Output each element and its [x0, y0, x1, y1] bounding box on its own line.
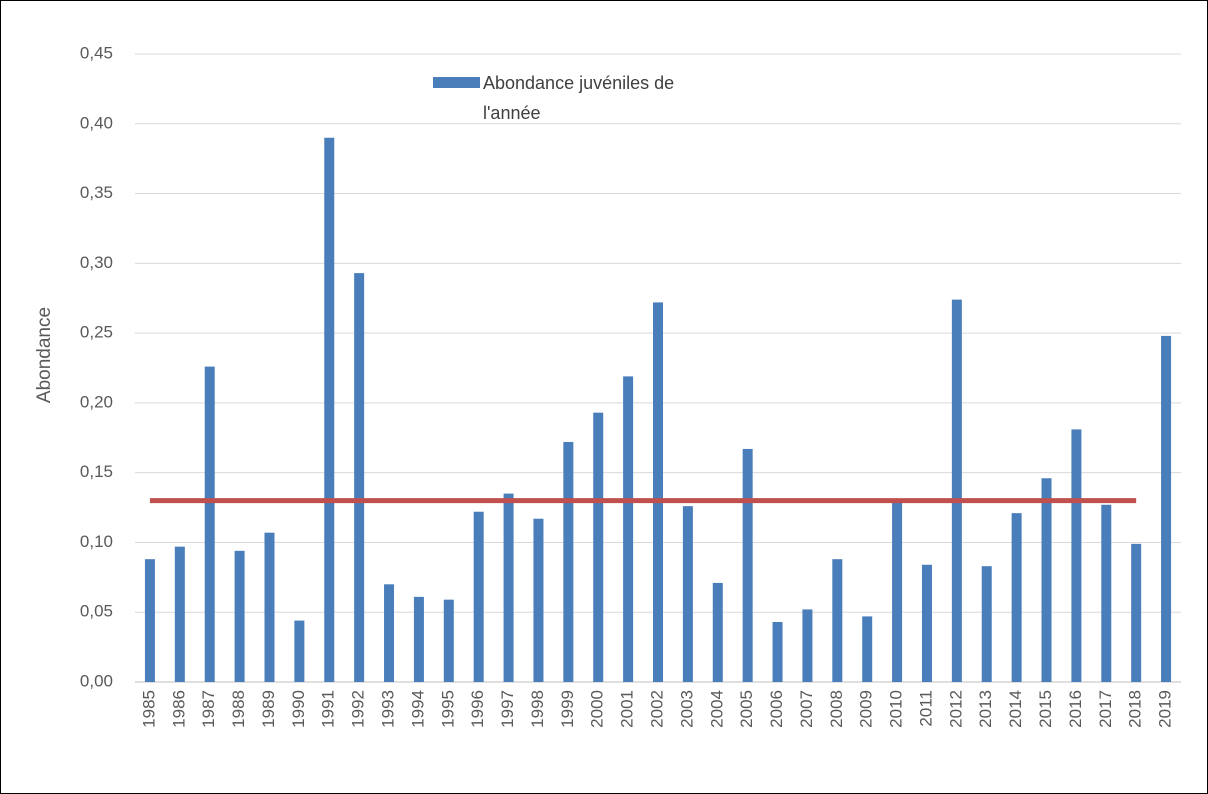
x-tick-label: 2017 [1096, 690, 1115, 728]
bar [294, 620, 305, 682]
x-tick-label: 1985 [139, 690, 158, 728]
bar [354, 273, 365, 682]
y-tick-label: 0,20 [80, 392, 113, 411]
x-tick-label: 2001 [618, 690, 637, 728]
x-tick-label: 1996 [468, 690, 487, 728]
bar [682, 506, 693, 682]
bar [892, 500, 903, 682]
x-tick-label: 2009 [857, 690, 876, 728]
bar [593, 412, 604, 682]
bar [174, 546, 185, 682]
bar [563, 441, 574, 682]
legend-swatch [433, 77, 480, 88]
x-tick-label: 2015 [1036, 690, 1055, 728]
x-tick-label: 1989 [259, 690, 278, 728]
x-tick-label: 2003 [677, 690, 696, 728]
y-tick-label: 0,40 [80, 113, 113, 132]
x-tick-label: 2007 [797, 690, 816, 728]
x-tick-label: 1987 [199, 690, 218, 728]
x-tick-label: 2019 [1156, 690, 1175, 728]
x-tick-label: 1995 [438, 690, 457, 728]
x-tick-label: 1998 [528, 690, 547, 728]
bar [384, 584, 395, 682]
bar [443, 599, 454, 682]
x-tick-label: 1994 [408, 690, 427, 728]
y-tick-label: 0,05 [80, 602, 113, 621]
x-tick-label: 1991 [319, 690, 338, 728]
bar [1041, 478, 1052, 682]
bar [951, 299, 962, 682]
bar [204, 366, 215, 682]
x-tick-label: 1999 [558, 690, 577, 728]
x-tick-label: 2008 [827, 690, 846, 728]
bar [981, 566, 992, 682]
x-tick-label: 2012 [946, 690, 965, 728]
y-tick-label: 0,10 [80, 532, 113, 551]
bar [473, 511, 484, 682]
x-tick-label: 2014 [1006, 690, 1025, 728]
x-tick-label: 2006 [767, 690, 786, 728]
y-tick-label: 0,45 [80, 43, 113, 62]
bar [653, 302, 663, 682]
y-tick-label: 0,15 [80, 462, 113, 481]
x-tick-label: 1992 [349, 690, 368, 728]
x-tick-label: 2010 [887, 690, 906, 728]
x-tick-label: 2018 [1126, 690, 1145, 728]
y-tick-label: 0,00 [80, 671, 113, 690]
bar [144, 559, 155, 682]
legend-label: Abondance juvéniles de l'année [483, 73, 675, 123]
bar [234, 550, 245, 682]
bar [921, 564, 932, 682]
bar [1101, 504, 1112, 682]
x-tick-label: 2011 [916, 690, 935, 727]
x-tick-label: 2013 [976, 690, 995, 728]
x-tick-label: 2002 [647, 690, 666, 728]
x-tick-label: 1988 [229, 690, 248, 728]
y-tick-label: 0,25 [80, 323, 113, 342]
x-tick-label: 2005 [737, 690, 756, 728]
bar [1011, 513, 1022, 682]
bar [712, 582, 723, 682]
x-tick-label: 1990 [289, 690, 308, 728]
bar [1071, 429, 1082, 682]
y-tick-label: 0,35 [80, 183, 113, 202]
x-tick-label: 2016 [1066, 690, 1085, 728]
y-axis-label: Abondance [34, 307, 55, 403]
bar [533, 518, 544, 682]
y-tick-label: 0,30 [80, 253, 113, 272]
bar [413, 596, 424, 682]
bar [832, 559, 843, 682]
bar [324, 137, 335, 682]
bar [1131, 543, 1142, 682]
bar [802, 609, 813, 682]
bar [862, 616, 873, 682]
x-tick-label: 1986 [169, 690, 188, 728]
bar [623, 376, 634, 682]
x-tick-label: 2004 [707, 690, 726, 728]
bar [503, 493, 514, 682]
bar [772, 621, 783, 682]
bar [1161, 335, 1172, 682]
bar [742, 448, 753, 682]
x-tick-label: 1997 [498, 690, 517, 728]
x-tick-label: 1993 [379, 690, 398, 728]
bar [264, 532, 275, 682]
x-tick-label: 2000 [588, 690, 607, 728]
